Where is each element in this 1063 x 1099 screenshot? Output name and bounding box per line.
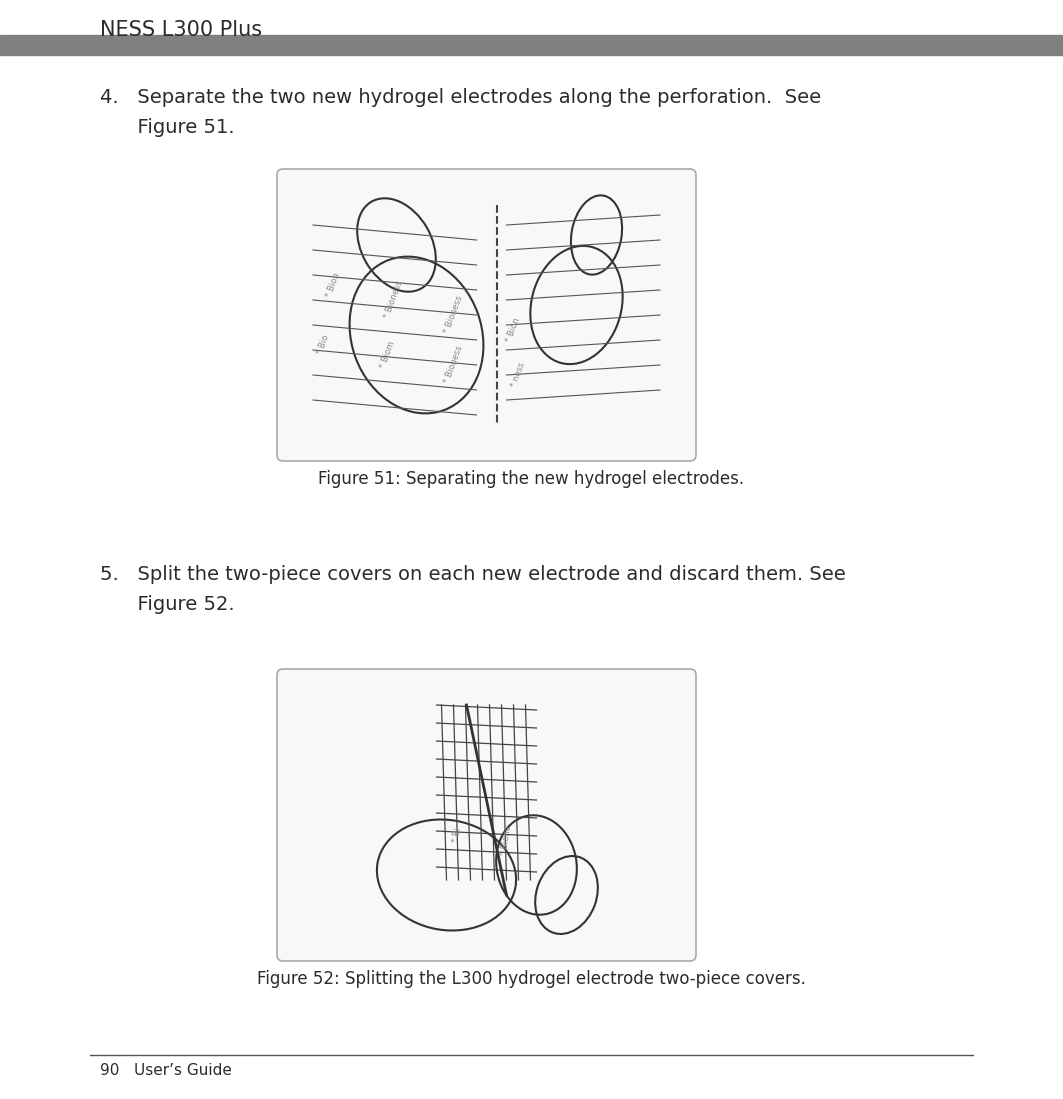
Text: * Bi: * Bi (451, 826, 462, 843)
Text: 5.   Split the two-piece covers on each new electrode and discard them. See: 5. Split the two-piece covers on each ne… (100, 565, 846, 584)
Text: Figure 52: Splitting the L300 hydrogel electrode two-piece covers.: Figure 52: Splitting the L300 hydrogel e… (257, 970, 806, 988)
Text: * Bion: * Bion (504, 317, 522, 344)
Bar (0, 35, 1063, 55)
Text: Figure 51.: Figure 51. (100, 118, 235, 137)
Text: * Biom: * Biom (378, 340, 398, 370)
FancyBboxPatch shape (277, 669, 696, 961)
FancyBboxPatch shape (277, 169, 696, 460)
Text: Figure 52.: Figure 52. (100, 595, 235, 614)
Text: 4.   Separate the two new hydrogel electrodes along the perforation.  See: 4. Separate the two new hydrogel electro… (100, 88, 821, 107)
Text: NESS L300 Plus: NESS L300 Plus (100, 20, 263, 40)
Text: * Bioness: * Bioness (382, 280, 404, 320)
Text: * Bion: * Bion (324, 271, 341, 299)
Text: * Bioness: * Bioness (442, 345, 465, 385)
Text: * ness: * ness (509, 362, 527, 389)
Text: 90   User’s Guide: 90 User’s Guide (100, 1063, 232, 1078)
Text: * Bioness: * Bioness (442, 295, 465, 335)
Text: Figure 51: Separating the new hydrogel electrodes.: Figure 51: Separating the new hydrogel e… (319, 470, 744, 488)
Text: * Bio: * Bio (316, 334, 331, 356)
Text: * Bione: * Bione (500, 824, 513, 856)
